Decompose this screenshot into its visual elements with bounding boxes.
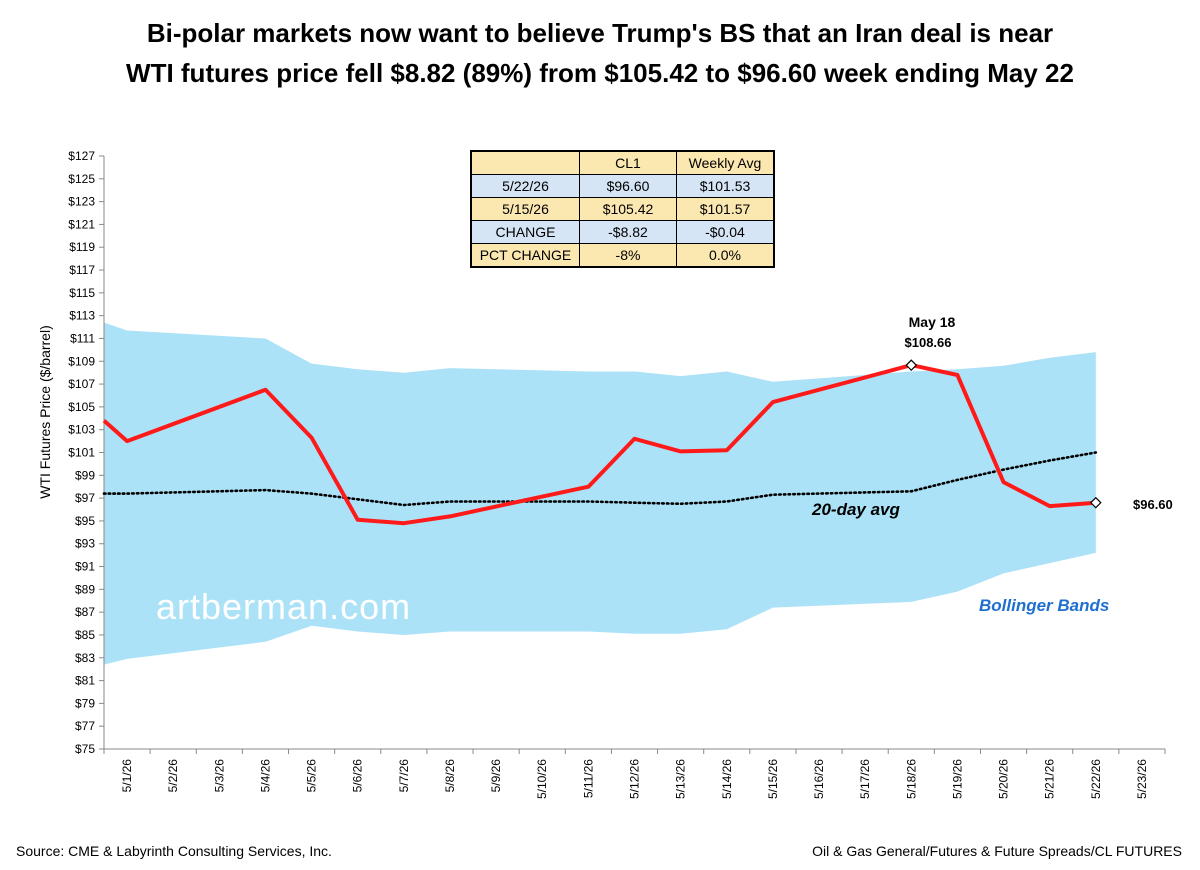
x-tick-label: 5/10/26	[535, 759, 549, 799]
avg-line-layer	[102, 451, 1098, 507]
y-tick-label: $101	[68, 446, 95, 460]
y-tick-label: $93	[75, 537, 95, 551]
bollinger-band-area	[104, 322, 1096, 665]
chart-title-line-1: Bi-polar markets now want to believe Tru…	[146, 18, 1054, 48]
stats-cell: -$8.82	[579, 220, 677, 244]
stats-cell: CHANGE	[470, 220, 580, 244]
y-tick-label: $111	[70, 331, 95, 345]
source-footer: Source: CME & Labyrinth Consulting Servi…	[16, 843, 332, 859]
peak-marker	[905, 359, 918, 371]
x-tick-label: 5/7/26	[397, 759, 411, 793]
x-tick-label: 5/1/26	[120, 759, 134, 793]
stats-cell: $101.53	[676, 174, 775, 198]
y-tick-label: $77	[75, 719, 95, 733]
stats-cell: 0.0%	[676, 243, 775, 268]
x-tick-label: 5/16/26	[812, 759, 826, 799]
y-tick-label: $127	[68, 149, 95, 163]
price-line-layer	[102, 359, 1102, 526]
x-tick-label: 5/2/26	[166, 759, 180, 793]
y-tick-label: $109	[68, 354, 95, 368]
y-tick-label: $115	[69, 286, 95, 300]
bollinger-bands-layer	[104, 322, 1096, 665]
y-tick-label: $125	[68, 172, 95, 186]
x-tick-label: 5/21/26	[1043, 759, 1057, 799]
stats-cell: -$0.04	[676, 220, 775, 244]
last-value-marker	[1089, 496, 1102, 509]
stats-header-cell	[470, 150, 580, 175]
chart-title-line-2: WTI futures price fell $8.82 (89%) from …	[126, 58, 1074, 88]
y-axis-label: WTI Futures Price ($/barrel)	[37, 325, 53, 498]
stats-row: PCT CHANGE -8% 0.0%	[470, 243, 775, 268]
x-tick-label: 5/3/26	[212, 759, 226, 793]
x-tick-label: 5/20/26	[997, 759, 1011, 799]
bollinger-bands-label: Bollinger Bands	[979, 596, 1109, 615]
y-tick-label: $103	[68, 423, 95, 437]
category-footer: Oil & Gas General/Futures & Future Sprea…	[812, 843, 1182, 859]
y-tick-label: $95	[75, 514, 95, 528]
y-tick-label: $117	[69, 263, 95, 277]
y-tick-label: $87	[75, 605, 95, 619]
stats-row: 5/22/26 $96.60 $101.53	[470, 174, 775, 198]
x-tick-label: 5/9/26	[489, 759, 503, 793]
x-tick-label: 5/4/26	[258, 759, 272, 793]
watermark-text: artberman.com	[156, 586, 411, 627]
stats-header-cell: Weekly Avg	[676, 150, 775, 175]
stats-header-cell: CL1	[579, 150, 677, 175]
x-tick-label: 5/5/26	[305, 759, 319, 793]
annotation-layer: artberman.com Bollinger Bands 20-day avg…	[37, 314, 1173, 627]
x-tick-label: 5/18/26	[904, 759, 918, 799]
y-tick-label: $107	[68, 377, 95, 391]
y-tick-label: $91	[75, 560, 95, 574]
y-tick-label: $83	[75, 651, 95, 665]
x-tick-label: 5/22/26	[1089, 759, 1103, 799]
y-tick-label: $97	[75, 491, 95, 505]
avg-line-series	[102, 451, 1098, 507]
stats-header-row: CL1 Weekly Avg	[470, 150, 775, 175]
y-tick-label: $75	[75, 742, 95, 756]
stats-cell: $96.60	[579, 174, 677, 198]
y-tick-label: $123	[68, 195, 95, 209]
avg-line-label: 20-day avg	[811, 500, 900, 519]
stats-cell: PCT CHANGE	[470, 243, 580, 268]
stats-cell: 5/22/26	[470, 174, 580, 198]
axes-layer: $75 $77 $79 $81 $83 $85 $87 $89 $91 $93 $95 $97 $99 $…	[68, 149, 1166, 799]
last-value-label: $96.60	[1133, 497, 1173, 512]
peak-date-label: May 18	[909, 314, 956, 330]
stats-row: 5/15/26 $105.42 $101.57	[470, 197, 775, 221]
y-tick-label: $85	[75, 628, 95, 642]
x-tick-label: 5/13/26	[674, 759, 688, 799]
stats-cell: -8%	[579, 243, 677, 268]
peak-value-label: $108.66	[905, 335, 952, 350]
price-line-series	[102, 363, 1096, 526]
y-tick-label: $113	[69, 309, 95, 323]
x-tick-label: 5/19/26	[950, 759, 964, 799]
y-tick-label: $81	[75, 674, 95, 688]
y-tick-label: $99	[75, 468, 95, 482]
x-tick-label: 5/14/26	[720, 759, 734, 799]
y-tick-label: $89	[75, 582, 95, 596]
stats-row: CHANGE -$8.82 -$0.04	[470, 220, 775, 244]
x-tick-label: 5/11/26	[581, 759, 595, 798]
x-tick-label: 5/12/26	[628, 759, 642, 799]
x-tick-label: 5/15/26	[766, 759, 780, 799]
stats-cell: $101.57	[676, 197, 775, 221]
y-tick-label: $121	[68, 217, 95, 231]
x-tick-label: 5/23/26	[1135, 759, 1149, 799]
x-tick-label: 5/17/26	[858, 759, 872, 799]
stats-cell: 5/15/26	[470, 197, 580, 221]
y-tick-label: $79	[75, 696, 95, 710]
y-tick-label: $105	[68, 400, 95, 414]
x-tick-label: 5/8/26	[443, 759, 457, 793]
x-tick-label: 5/6/26	[351, 759, 365, 793]
stats-cell: $105.42	[579, 197, 677, 221]
stats-table: CL1 Weekly Avg 5/22/26 $96.60 $101.53 5/…	[470, 150, 775, 268]
y-tick-label: $119	[69, 240, 95, 254]
